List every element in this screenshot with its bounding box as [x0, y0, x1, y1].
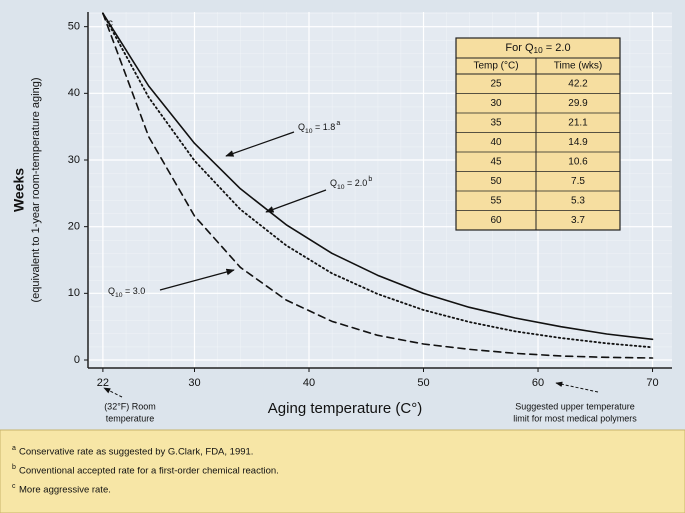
table-cell: 35 — [490, 117, 502, 128]
table-cell: 45 — [490, 156, 502, 167]
annotation-arrow — [159, 268, 235, 291]
series-note: b — [368, 176, 372, 183]
table-title: For Q10 = 2.0 — [505, 42, 570, 55]
series-label: Q10 = 3.0 — [108, 286, 145, 298]
series-label: Q10 = 1.8 — [298, 122, 335, 134]
table-cell: 5.3 — [571, 195, 585, 206]
series-note: a — [336, 120, 340, 127]
table-cell: 25 — [490, 78, 502, 89]
table-header: Time (wks) — [554, 61, 603, 72]
table-cell: 3.7 — [571, 215, 585, 226]
y-tick-label: 50 — [68, 21, 80, 33]
y-tick-label: 0 — [74, 354, 80, 366]
annotation: limit for most medical polymers — [513, 413, 637, 423]
table-cell: 30 — [490, 98, 502, 109]
footnote: Conservative rate as suggested by G.Clar… — [19, 447, 253, 458]
x-tick-label: 70 — [646, 377, 658, 389]
table-cell: 21.1 — [568, 117, 588, 128]
annotation-arrow — [265, 189, 327, 213]
x-tick-label: 30 — [188, 377, 200, 389]
y-tick-label: 10 — [68, 287, 80, 299]
annotation-arrow — [225, 131, 295, 157]
y-axis-label: Weeks — [11, 168, 27, 212]
annotation-arrow — [555, 381, 599, 393]
annotation: (32°F) Room — [104, 401, 156, 411]
y-tick-label: 30 — [68, 154, 80, 166]
footnote: Conventional accepted rate for a first-o… — [19, 466, 279, 477]
annotation-arrow — [103, 387, 123, 398]
annotation: temperature — [106, 413, 155, 423]
series-line — [102, 12, 654, 341]
table-cell: 10.6 — [568, 156, 588, 167]
footnote-mark: b — [12, 464, 16, 471]
y-axis-sublabel: (equivalent to 1-year room-temperature a… — [30, 77, 42, 302]
series-line — [102, 12, 654, 359]
y-tick-label: 40 — [68, 87, 80, 99]
table-header: Temp (°C) — [473, 61, 518, 72]
table-cell: 60 — [490, 215, 502, 226]
table-cell: 50 — [490, 176, 502, 187]
series-note: c — [108, 18, 113, 29]
x-tick-label: 60 — [532, 377, 544, 389]
table-cell: 55 — [490, 195, 502, 206]
y-tick-label: 20 — [68, 221, 80, 233]
x-tick-label: 22 — [97, 377, 109, 389]
table-cell: 29.9 — [568, 98, 588, 109]
x-tick-label: 50 — [417, 377, 429, 389]
footnote: More aggressive rate. — [19, 485, 111, 496]
footnote-mark: c — [12, 483, 16, 490]
table-box — [455, 37, 621, 231]
series-label: Q10 = 2.0 — [330, 178, 367, 190]
table-cell: 7.5 — [571, 176, 585, 187]
table-cell: 14.9 — [568, 137, 588, 148]
table-cell: 40 — [490, 137, 502, 148]
footnote-mark: a — [12, 445, 16, 452]
table-cell: 42.2 — [568, 78, 588, 89]
annotation: Suggested upper temperature — [515, 401, 635, 411]
footnote-band — [0, 429, 685, 513]
x-tick-label: 40 — [303, 377, 315, 389]
series-line — [101, 12, 654, 349]
x-axis-label: Aging temperature (C°) — [268, 400, 422, 417]
